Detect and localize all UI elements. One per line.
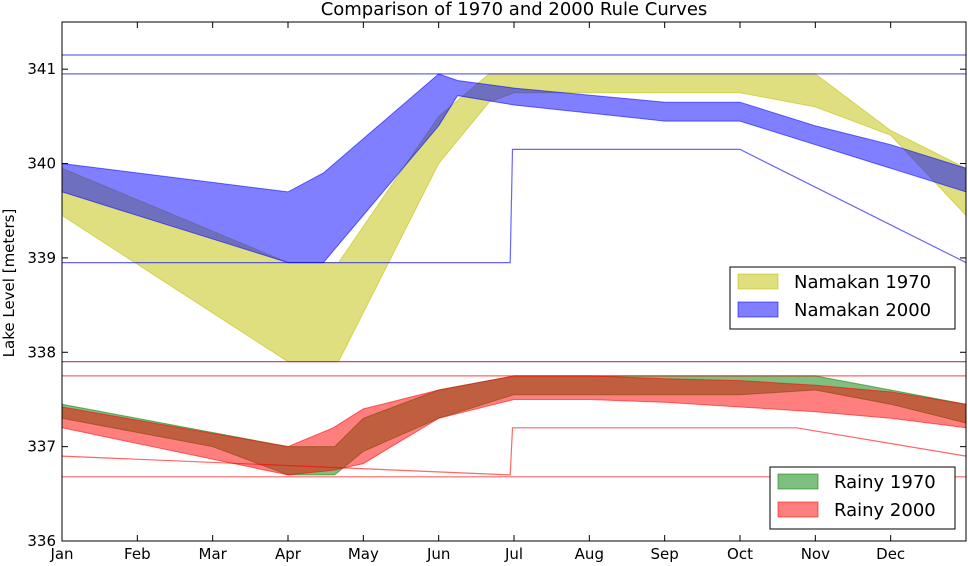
- x-tick-label: Jun: [426, 545, 450, 563]
- axes: Jan Feb Mar Apr May Jun Jul Aug Sep Oct Nov Dec 336 3…: [27, 21, 967, 563]
- y-tick-label: 338: [27, 343, 56, 361]
- legend-label-namakan-2000: Namakan 2000: [794, 300, 931, 321]
- y-tick-label: 340: [27, 155, 56, 173]
- y-tick-label: 341: [27, 60, 56, 78]
- x-tick-label: Nov: [801, 545, 830, 563]
- line-namakan-1970-reference-low: [62, 148, 966, 264]
- legend-swatch-namakan-2000: [737, 301, 779, 318]
- x-tick-label: Mar: [199, 545, 228, 563]
- y-tick-label: 336: [27, 532, 56, 550]
- legend-swatch-rainy-2000: [777, 501, 819, 518]
- chart-title: Comparison of 1970 and 2000 Rule Curves: [321, 0, 708, 20]
- legend-label-namakan-1970: Namakan 1970: [794, 272, 931, 293]
- x-tick-label: Jan: [49, 545, 73, 563]
- plot-area: [62, 54, 966, 478]
- legend-label-rainy-1970: Rainy 1970: [834, 472, 936, 493]
- legend-bottom-right: Rainy 1970 Rainy 2000: [769, 466, 956, 530]
- x-tick-label: Dec: [876, 545, 905, 563]
- legend-swatch-namakan-1970: [737, 273, 779, 290]
- x-tick-label: Jul: [504, 545, 523, 563]
- x-tick-label: Sep: [651, 545, 679, 563]
- band-namakan-2000: [62, 73, 966, 264]
- y-tick-label: 337: [27, 438, 56, 456]
- legend-label-rainy-2000: Rainy 2000: [834, 500, 936, 521]
- x-tick-label: Aug: [575, 545, 604, 563]
- line-rainy-reference-low: [62, 427, 966, 476]
- x-tick-label: May: [348, 545, 379, 563]
- legend-center-right: Namakan 1970 Namakan 2000: [729, 266, 956, 330]
- x-tick-label: Oct: [727, 545, 753, 563]
- legend-swatch-rainy-1970: [777, 473, 819, 490]
- band-rainy-2000: [62, 375, 966, 476]
- y-axis-label: Lake Level [meters]: [0, 209, 18, 358]
- x-tick-label: Feb: [124, 545, 151, 563]
- y-tick-label: 339: [27, 249, 56, 267]
- x-tick-label: Apr: [275, 545, 302, 563]
